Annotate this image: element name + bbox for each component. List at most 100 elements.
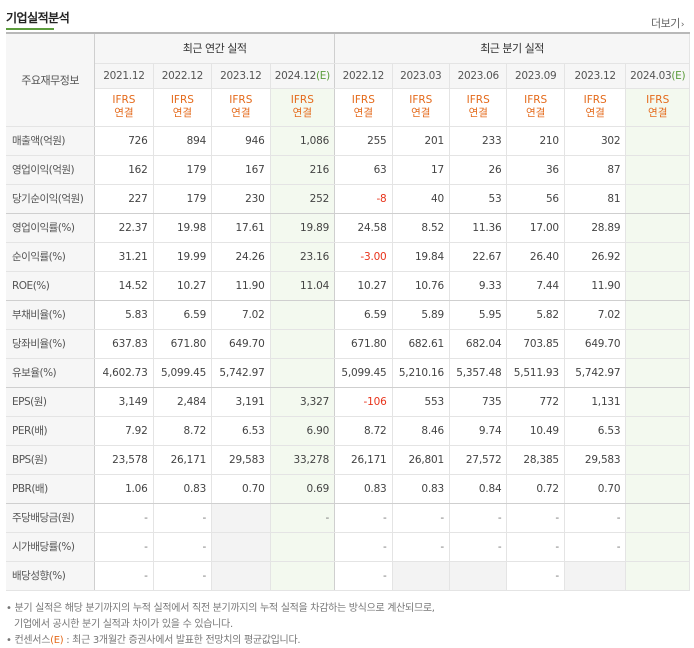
table-row: 부채비율(%) 5.83 6.59 7.02 6.59 5.89 5.95 5.82 7.02 — [6, 300, 690, 330]
table-cell — [564, 561, 627, 591]
table-cell: 252 — [270, 184, 336, 214]
table-cell — [211, 561, 271, 591]
table-cell: 11.36 — [449, 213, 508, 243]
quarter-date-header: 2022.12 — [334, 63, 393, 89]
table-row: 유보율(%) 4,602.73 5,099.45 5,742.97 5,099.45 5,… — [6, 358, 690, 388]
table-cell: 9.33 — [449, 271, 508, 301]
table-cell: 5.95 — [449, 300, 508, 330]
table-row: PBR(배) 1.06 0.83 0.70 0.69 0.83 0.83 0.84 0.72 0.… — [6, 474, 690, 504]
table-cell: 5,099.45 — [153, 358, 213, 388]
table-cell: 302 — [564, 126, 627, 156]
table-cell: 29,583 — [211, 445, 271, 475]
table-cell: 23,578 — [94, 445, 154, 475]
table-cell: 6.90 — [270, 416, 336, 446]
table-cell: 0.70 — [211, 474, 271, 504]
table-row: ROE(%) 14.52 10.27 11.90 11.04 10.27 10.76 9.33… — [6, 271, 690, 301]
table-cell: 22.67 — [449, 242, 508, 272]
table-cell: 24.26 — [211, 242, 271, 272]
table-cell: 735 — [449, 387, 508, 417]
table-cell: 201 — [392, 126, 451, 156]
table-cell: 28,385 — [506, 445, 565, 475]
quarter-date-header: 2023.06 — [449, 63, 508, 89]
table-cell: 5.89 — [392, 300, 451, 330]
row-label: 주당배당금(원) — [6, 503, 96, 533]
table-cell: 255 — [334, 126, 393, 156]
table-cell: 5.82 — [506, 300, 565, 330]
table-cell — [625, 213, 690, 243]
table-cell: 0.72 — [506, 474, 565, 504]
table-cell: 22.37 — [94, 213, 154, 243]
table-row: PER(배) 7.92 8.72 6.53 6.90 8.72 8.46 9.74 10.49 6… — [6, 416, 690, 446]
annual-date-header: 2023.12 — [211, 63, 271, 89]
table-cell: 53 — [449, 184, 508, 214]
row-label: 매출액(억원) — [6, 126, 96, 156]
ifrs-badge: IFRS 연결 — [449, 88, 508, 127]
table-cell: -3.00 — [334, 242, 393, 272]
table-cell: 19.89 — [270, 213, 336, 243]
table-cell: 233 — [449, 126, 508, 156]
table-cell: 4,602.73 — [94, 358, 154, 388]
table-cell — [449, 561, 508, 591]
table-row: 매출액(억원) 726 894 946 1,086 255 201 233 210 302 — [6, 126, 690, 156]
table-cell: 7.44 — [506, 271, 565, 301]
table-cell: 11.90 — [564, 271, 627, 301]
table-cell: - — [153, 503, 213, 533]
row-label: 영업이익(억원) — [6, 155, 96, 185]
row-label: PER(배) — [6, 416, 96, 446]
table-cell: 26.92 — [564, 242, 627, 272]
table-cell: - — [334, 532, 393, 562]
table-cell: 0.83 — [334, 474, 393, 504]
table-row: 당기순이익(억원) 227 179 230 252 -8 40 53 56 81 — [6, 184, 690, 214]
table-cell: 0.83 — [153, 474, 213, 504]
table-row: 배당성향(%) - - - - — [6, 561, 690, 591]
table-cell: 5,099.45 — [334, 358, 393, 388]
table-cell: 3,191 — [211, 387, 271, 417]
table-cell: - — [334, 561, 393, 591]
annual-date-header: 2024.12(E) — [270, 63, 336, 89]
table-cell: 26 — [449, 155, 508, 185]
table-cell: - — [392, 503, 451, 533]
table-cell: 26,171 — [153, 445, 213, 475]
section-title: 기업실적분석 — [6, 11, 70, 25]
table-cell: 1,086 — [270, 126, 336, 156]
table-cell: 6.59 — [153, 300, 213, 330]
table-row: 순이익률(%) 31.21 19.99 24.26 23.16 -3.00 19.84 22.… — [6, 242, 690, 272]
table-cell — [625, 561, 690, 591]
table-row: 영업이익(억원) 162 179 167 216 63 17 26 36 87 — [6, 155, 690, 185]
table-cell — [625, 126, 690, 156]
table-cell: 6.59 — [334, 300, 393, 330]
quarter-date-header: 2024.03(E) — [625, 63, 690, 89]
table-cell: 26.40 — [506, 242, 565, 272]
table-cell: 9.74 — [449, 416, 508, 446]
table-cell: 5,742.97 — [211, 358, 271, 388]
table-cell: - — [392, 532, 451, 562]
table-cell — [211, 532, 271, 562]
table-cell: 17.00 — [506, 213, 565, 243]
table-cell — [625, 416, 690, 446]
row-label: 당기순이익(억원) — [6, 184, 96, 214]
note-line-1: • 분기 실적은 해당 분기까지의 누적 실적에서 직전 분기까지의 누적 실적… — [6, 603, 435, 614]
table-cell: 894 — [153, 126, 213, 156]
more-link[interactable]: 더보기› — [651, 15, 685, 31]
table-cell: 0.69 — [270, 474, 336, 504]
table-cell: 230 — [211, 184, 271, 214]
table-cell: 5,742.97 — [564, 358, 627, 388]
row-label: ROE(%) — [6, 271, 96, 301]
table-cell: 682.61 — [392, 329, 451, 359]
table-cell — [625, 445, 690, 475]
row-label-header: 주요재무정보 — [6, 32, 96, 127]
row-label: PBR(배) — [6, 474, 96, 504]
table-cell: - — [334, 503, 393, 533]
table-cell: 19.98 — [153, 213, 213, 243]
table-cell: 167 — [211, 155, 271, 185]
chevron-right-icon: › — [680, 20, 685, 30]
table-cell: - — [94, 561, 154, 591]
footnotes: • 분기 실적은 해당 분기까지의 누적 실적에서 직전 분기까지의 누적 실적… — [6, 601, 435, 648]
table-cell — [270, 329, 336, 359]
table-cell — [625, 155, 690, 185]
table-cell: 87 — [564, 155, 627, 185]
table-row: 당좌비율(%) 637.83 671.80 649.70 671.80 682.61 682… — [6, 329, 690, 359]
table-cell: 63 — [334, 155, 393, 185]
table-cell: 19.84 — [392, 242, 451, 272]
more-label[interactable]: 더보기 — [651, 17, 680, 30]
